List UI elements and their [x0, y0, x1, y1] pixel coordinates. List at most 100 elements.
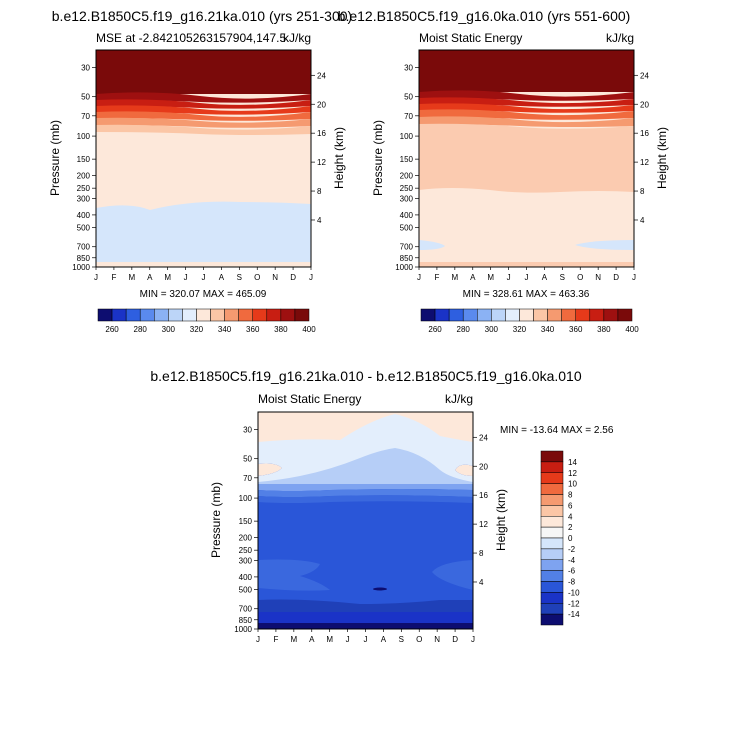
colorbar-swatch — [280, 308, 296, 322]
colorbar-swatch — [540, 613, 564, 626]
height-tick-label: 8 — [479, 549, 484, 558]
colorbar-swatch — [561, 308, 576, 322]
x-tick-label: S — [560, 273, 565, 282]
height-tick-label: 20 — [640, 100, 649, 109]
height-tick-label: 20 — [317, 100, 326, 109]
panel-difference: b.e12.B1850C5.f19_g16.21ka.010 - b.e12.B… — [150, 368, 613, 644]
height-tick-label: 12 — [479, 520, 488, 529]
pressure-tick-label: 300 — [239, 557, 253, 566]
pressure-tick-label: 700 — [400, 243, 414, 252]
x-tick-label: J — [256, 635, 260, 644]
colorbar-tick-label: 380 — [597, 325, 611, 334]
colorbar-tick-label: 400 — [302, 325, 316, 334]
colorbar-tick-label: 280 — [457, 325, 471, 334]
colorbar-tick-label: 300 — [485, 325, 499, 334]
colorbar-swatch — [540, 450, 564, 463]
pressure-tick-label: 500 — [77, 224, 91, 233]
colorbar-swatch — [182, 308, 197, 322]
pressure-tick-label: 100 — [239, 494, 253, 503]
height-tick-label: 4 — [640, 216, 645, 225]
colorbar-tick-label: 340 — [541, 325, 555, 334]
x-tick-label: M — [164, 273, 171, 282]
colorbar-swatch — [540, 548, 564, 560]
colorbar-swatch — [533, 308, 548, 322]
pressure-tick-label: 150 — [400, 155, 414, 164]
x-tick-label: S — [399, 635, 404, 644]
x-tick-label: J — [309, 273, 313, 282]
pressure-tick-label: 30 — [81, 64, 90, 73]
colorbar-tick-label: 14 — [568, 458, 577, 467]
colorbar-tick-label: 8 — [568, 491, 573, 500]
x-tick-label: S — [237, 273, 242, 282]
colorbar-tick-label: -6 — [568, 567, 576, 576]
colorbar-swatch — [617, 308, 633, 322]
colorbar-swatch — [589, 308, 605, 322]
colorbar-tick-label: -12 — [568, 599, 580, 608]
colorbar-swatch — [294, 308, 310, 322]
colorbar: 260 280 300 320 340 360 380 400 — [97, 308, 316, 334]
colorbar-swatch — [547, 308, 562, 322]
x-tick-label: O — [254, 273, 260, 282]
x-tick-label: J — [471, 635, 475, 644]
pressure-tick-label: 500 — [400, 224, 414, 233]
colorbar-swatch — [540, 581, 564, 593]
x-tick-label: J — [632, 273, 636, 282]
colorbar-tick-label: -14 — [568, 610, 580, 619]
colorbar-swatch — [462, 308, 478, 322]
colorbar-swatch — [540, 537, 564, 550]
panel-21ka: b.e12.B1850C5.f19_g16.21ka.010 (yrs 251-… — [48, 8, 352, 334]
colorbar-swatch — [540, 483, 564, 495]
colorbar-swatch — [238, 308, 253, 322]
pressure-tick-label: 300 — [400, 195, 414, 204]
x-tick-label: D — [290, 273, 296, 282]
colorbar-tick-label: 360 — [246, 325, 260, 334]
pressure-tick-label: 250 — [77, 184, 91, 193]
x-tick-label: M — [451, 273, 458, 282]
x-tick-label: O — [577, 273, 583, 282]
x-tick-label: N — [595, 273, 601, 282]
height-tick-label: 24 — [640, 71, 649, 80]
colorbar-swatch — [540, 516, 564, 528]
colorbar-tick-label: 320 — [513, 325, 527, 334]
height-tick-label: 4 — [479, 578, 484, 587]
height-tick-label: 16 — [317, 129, 326, 138]
min-max-stats: MIN = 328.61 MAX = 463.36 — [463, 289, 590, 300]
pressure-tick-label: 200 — [400, 171, 414, 180]
x-tick-label: F — [434, 273, 439, 282]
colorbar-swatch — [168, 308, 183, 322]
height-tick-label: 24 — [479, 433, 488, 442]
colorbar-swatch — [540, 461, 564, 473]
colorbar-tick-label: -4 — [568, 556, 576, 565]
colorbar-tick-label: 0 — [568, 534, 573, 543]
x-tick-label: J — [346, 635, 350, 644]
pressure-tick-label: 700 — [239, 605, 253, 614]
colorbar-swatch — [540, 526, 564, 539]
colorbar-swatch — [519, 308, 534, 322]
x-tick-label: F — [111, 273, 116, 282]
colorbar-swatch — [139, 308, 155, 322]
colorbar-swatch — [540, 559, 564, 571]
x-tick-label: J — [94, 273, 98, 282]
pressure-tick-label: 200 — [77, 171, 91, 180]
colorbar-swatch — [477, 308, 492, 322]
x-tick-label: J — [417, 273, 421, 282]
pressure-tick-label: 70 — [404, 112, 413, 121]
pressure-tick-label: 400 — [400, 211, 414, 220]
axis-ticks: J F M A M J J A S O N D J 30 50 70 100 150 200 250 300 400 500… — [72, 64, 326, 282]
height-tick-label: 16 — [479, 491, 488, 500]
colorbar-tick-label: 360 — [569, 325, 583, 334]
variable-label: MSE at -2.842105263157904,147.5 — [96, 31, 286, 45]
colorbar-tick-label: 320 — [190, 325, 204, 334]
x-tick-label: A — [381, 635, 387, 644]
pressure-tick-label: 850 — [77, 254, 91, 263]
colorbar-tick-label: 300 — [162, 325, 176, 334]
contour-field — [258, 412, 473, 629]
variable-label: Moist Static Energy — [419, 31, 522, 45]
colorbar-swatch — [505, 308, 520, 322]
units-label: kJ/kg — [283, 31, 311, 45]
colorbar-tick-label: -10 — [568, 588, 580, 597]
pressure-tick-label: 1000 — [72, 263, 90, 272]
x-tick-label: A — [219, 273, 225, 282]
colorbar: 260 280 300 320 340 360 380 400 — [420, 308, 639, 334]
colorbar-swatch — [448, 308, 464, 322]
